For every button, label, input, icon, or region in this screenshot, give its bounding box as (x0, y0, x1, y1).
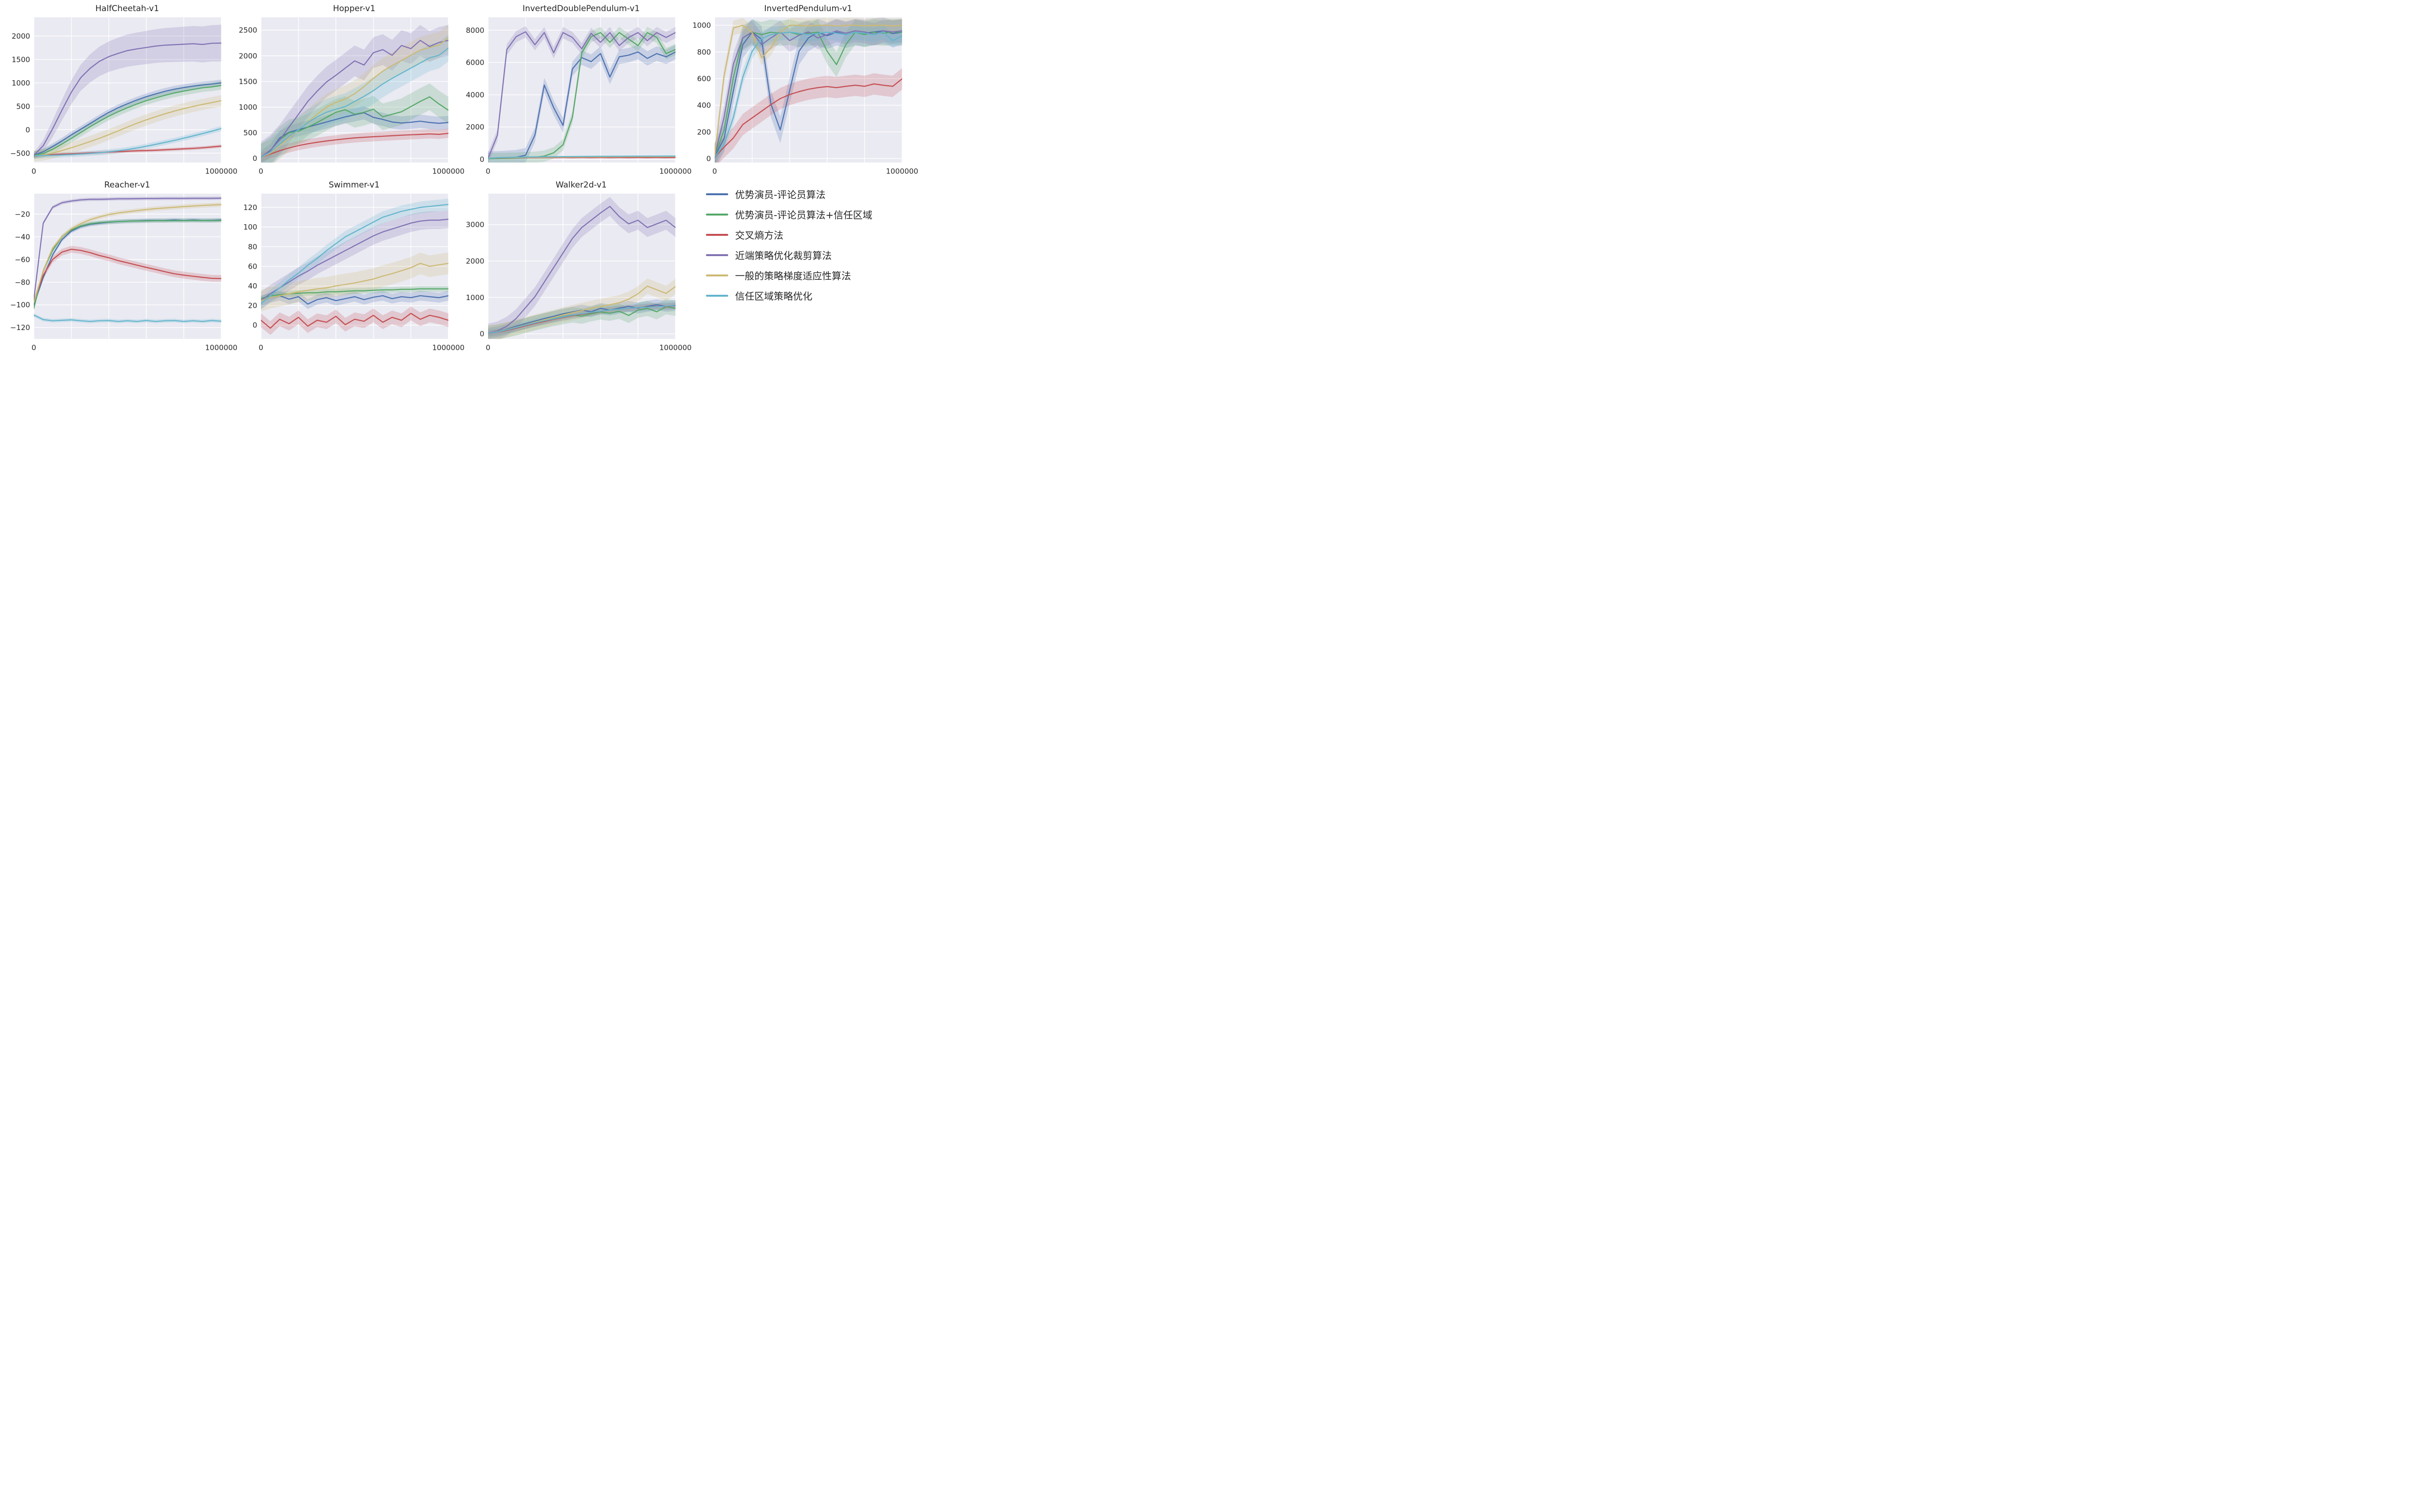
svg-text:2000: 2000 (12, 32, 30, 41)
legend-label-trpo: 信任区域策略优化 (735, 290, 813, 302)
legend-item-vanilla-pg: 一般的策略梯度适应性算法 (706, 268, 905, 282)
chart-title-reacher: Reacher-v1 (104, 180, 150, 190)
plot-inverteddoublependulum: 0 2000 4000 6000 8000 0 1000000 (466, 17, 691, 176)
svg-text:400: 400 (697, 101, 711, 110)
chart-halfcheetah: HalfCheetah-v1 −500 0 500 1000 1500 2000 0 1000… (4, 3, 237, 178)
legend-line-icon (706, 294, 729, 297)
svg-text:−100: −100 (10, 301, 30, 310)
svg-text:−120: −120 (10, 324, 30, 332)
legend-line-icon (706, 274, 729, 276)
svg-text:2000: 2000 (239, 52, 257, 60)
legend-label-cem: 交叉熵方法 (735, 230, 784, 242)
legend-line-icon (706, 193, 729, 195)
svg-text:2000: 2000 (466, 123, 484, 131)
chart-swimmer: Swimmer-v1 0 20 40 60 80 100 120 0 1000000 (231, 179, 464, 355)
legend-item-ppo-clip: 近端策略优化裁剪算法 (706, 248, 905, 262)
legend-line-icon (706, 213, 729, 216)
svg-text:0: 0 (252, 154, 257, 163)
svg-text:−80: −80 (15, 278, 30, 287)
svg-text:1500: 1500 (12, 55, 30, 64)
plot-hopper: 0 500 1000 1500 2000 2500 0 1000000 (239, 17, 464, 176)
svg-text:1000000: 1000000 (659, 167, 691, 176)
svg-text:0: 0 (252, 321, 257, 330)
svg-text:500: 500 (243, 129, 257, 137)
legend: 优势演员-评论员算法 优势演员-评论员算法+信任区域 交叉熵方法 近端策略优化裁… (685, 179, 905, 355)
legend-label-a2c: 优势演员-评论员算法 (735, 189, 826, 201)
svg-text:2500: 2500 (239, 26, 257, 35)
svg-text:0: 0 (486, 167, 490, 176)
svg-text:−500: −500 (10, 149, 30, 158)
chart-reacher: Reacher-v1 −120 −100 −80 −60 −40 −20 0 1000000 (4, 179, 237, 355)
svg-text:6000: 6000 (466, 58, 484, 67)
svg-text:2000: 2000 (466, 257, 484, 266)
svg-text:0: 0 (31, 344, 36, 352)
chart-title-halfcheetah: HalfCheetah-v1 (95, 4, 159, 14)
plot-walker2d: 0 1000 2000 3000 0 1000000 (466, 194, 691, 352)
svg-text:1500: 1500 (239, 77, 257, 86)
legend-item-trpo: 信任区域策略优化 (706, 288, 905, 302)
svg-text:100: 100 (243, 223, 257, 231)
svg-text:20: 20 (248, 302, 257, 310)
svg-text:−20: −20 (15, 210, 30, 219)
plot-swimmer: 0 20 40 60 80 100 120 0 1000000 (243, 194, 464, 352)
svg-text:0: 0 (259, 344, 263, 352)
svg-text:1000000: 1000000 (205, 167, 237, 176)
chart-title-invertedpendulum: InvertedPendulum-v1 (764, 4, 852, 14)
svg-text:8000: 8000 (466, 26, 484, 35)
legend-label-vanilla-pg: 一般的策略梯度适应性算法 (735, 270, 851, 282)
chart-hopper: Hopper-v1 0 500 1000 1500 2000 2500 0 1000000 (231, 3, 464, 178)
svg-text:500: 500 (16, 102, 30, 111)
svg-text:0: 0 (31, 167, 36, 176)
svg-text:0: 0 (259, 167, 263, 176)
svg-text:1000000: 1000000 (432, 344, 464, 352)
legend-label-a2c-trust-region: 优势演员-评论员算法+信任区域 (735, 209, 873, 221)
svg-text:40: 40 (248, 282, 257, 290)
legend-line-icon (706, 233, 729, 236)
svg-text:1000000: 1000000 (659, 344, 691, 352)
svg-text:200: 200 (697, 128, 711, 136)
chart-walker2d: Walker2d-v1 0 1000 2000 3000 0 1000000 (458, 179, 691, 355)
svg-text:4000: 4000 (466, 90, 484, 99)
benchmark-figure: HalfCheetah-v1 −500 0 500 1000 1500 2000 0 1000… (0, 0, 919, 378)
plot-invertedpendulum: 0 200 400 600 800 1000 0 1000000 (692, 17, 919, 176)
svg-text:1000000: 1000000 (205, 344, 237, 352)
chart-title-walker2d: Walker2d-v1 (555, 180, 607, 190)
svg-text:−40: −40 (15, 233, 30, 242)
svg-text:−60: −60 (15, 256, 30, 264)
svg-text:1000: 1000 (12, 79, 30, 87)
chart-title-inverteddoublependulum: InvertedDoublePendulum-v1 (522, 4, 640, 14)
svg-text:0: 0 (706, 154, 711, 163)
chart-inverteddoublependulum: InvertedDoublePendulum-v1 0 2000 4000 6000 8… (458, 3, 691, 178)
svg-text:0: 0 (479, 155, 484, 164)
charts-grid: HalfCheetah-v1 −500 0 500 1000 1500 2000 0 1000… (4, 3, 919, 355)
svg-text:3000: 3000 (466, 220, 484, 229)
svg-text:1000: 1000 (692, 21, 711, 30)
legend-item-cem: 交叉熵方法 (706, 228, 905, 242)
legend-line-icon (706, 254, 729, 256)
svg-text:80: 80 (248, 243, 257, 251)
svg-text:600: 600 (697, 74, 711, 83)
legend-item-a2c-trust-region: 优势演员-评论员算法+信任区域 (706, 207, 905, 221)
svg-text:0: 0 (479, 330, 484, 338)
svg-text:0: 0 (486, 344, 490, 352)
chart-invertedpendulum: InvertedPendulum-v1 0 200 400 600 800 1000 0 10… (685, 3, 919, 178)
legend-item-a2c: 优势演员-评论员算法 (706, 187, 905, 201)
svg-text:1000000: 1000000 (886, 167, 919, 176)
svg-text:800: 800 (697, 48, 711, 57)
svg-text:0: 0 (26, 126, 30, 134)
svg-text:1000000: 1000000 (432, 167, 464, 176)
plot-reacher: −120 −100 −80 −60 −40 −20 0 1000000 (10, 194, 237, 352)
svg-text:1000: 1000 (466, 293, 484, 302)
svg-text:1000: 1000 (239, 103, 257, 112)
svg-text:0: 0 (713, 167, 718, 176)
svg-text:120: 120 (243, 203, 257, 212)
svg-text:60: 60 (248, 262, 257, 271)
chart-title-swimmer: Swimmer-v1 (329, 180, 380, 190)
chart-title-hopper: Hopper-v1 (333, 4, 375, 14)
legend-label-ppo-clip: 近端策略优化裁剪算法 (735, 250, 832, 262)
